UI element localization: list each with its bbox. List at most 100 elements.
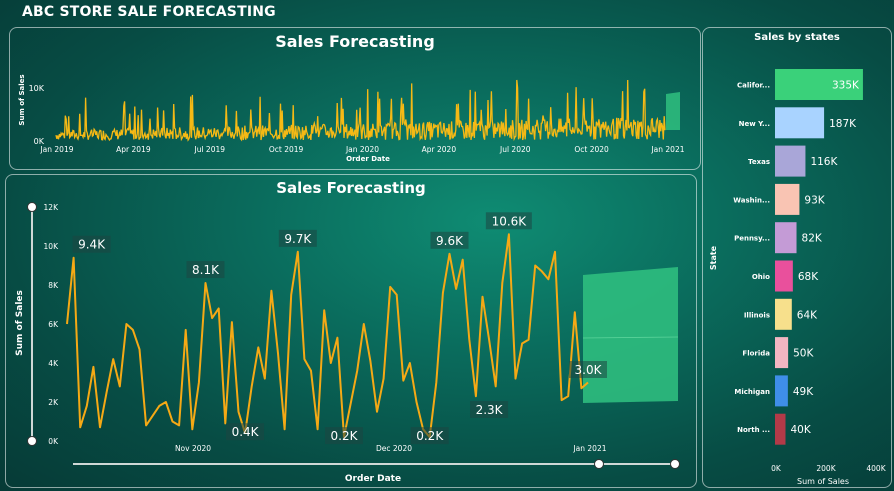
main-x-tick: Dec 2020 [376,444,412,453]
state-value-label: 49K [793,386,814,398]
data-label: 9.4K [78,238,106,252]
top-sales-line [55,79,666,142]
top-x-tick: Jan 2021 [650,145,684,154]
main-chart-panel: Sales Forecasting Sum of Sales 12K 10K 8K 6… [5,174,697,488]
y-range-slider-handle-bottom[interactable] [27,436,37,446]
state-x-tick: 0K [771,464,782,473]
data-label: 8.1K [192,263,220,277]
main-chart: Sum of Sales 12K 10K 8K 6K 4K 2K 0K Nov 2020 De… [15,202,680,484]
app-title: ABC STORE SALE FORECASTING [22,4,276,20]
state-x-ticks: 0K 200K 400K [771,464,887,473]
state-label: Texas [748,158,770,166]
top-x-tick: Apr 2019 [116,145,151,154]
state-value-label: 93K [804,194,825,206]
data-label-bg [470,401,509,418]
state-label: North ... [737,426,770,434]
forecast-line [582,336,679,339]
main-y-tick: 12K [44,203,60,212]
data-label-bg [410,427,449,445]
data-label: 2.3K [476,403,504,417]
state-bar[interactable] [775,107,825,139]
top-chart-title: Sales Forecasting [275,32,435,51]
state-bar[interactable] [775,375,788,407]
data-label-bg [72,235,111,253]
state-label: Califor... [737,82,770,90]
data-label: 0.2K [416,429,444,443]
top-forecast-area [666,92,680,130]
main-y-tick: 4K [48,359,59,368]
states-x-label: Sum of Sales [797,477,849,486]
state-bar[interactable] [775,69,863,100]
main-y-tick: 6K [48,320,59,329]
top-x-tick: Jul 2020 [499,145,531,154]
state-value-label: 82K [802,233,823,245]
main-y-tick: 10K [44,242,60,251]
top-x-ticks: Jan 2019 Apr 2019 Jul 2019 Oct 2019 Jan 2020… [39,145,684,154]
main-y-ticks: 12K 10K 8K 6K 4K 2K 0K [44,203,60,446]
data-label-bg [226,423,265,441]
main-y-tick: 8K [48,281,59,290]
state-value-label: 116K [810,156,838,168]
top-chart: Sum of Sales 10K 0K Jan 2019 Apr 2019 Jul … [18,74,685,163]
state-label: Michigan [734,388,770,396]
top-x-tick: Jul 2019 [193,145,225,154]
top-x-tick: Jan 2020 [345,145,379,154]
sales-line [66,233,589,439]
state-value-label: 187K [829,118,857,130]
states-chart: State Califor... 335K New Y... 187K Texas 116… [709,69,887,486]
top-y-tick: 10K [29,84,45,93]
main-x-label: Order Date [345,474,401,484]
main-y-tick: 2K [48,398,59,407]
data-label-bg [324,427,363,445]
main-x-tick: Nov 2020 [175,444,211,453]
main-x-tick: Jan 2021 [572,444,606,453]
state-bar[interactable] [775,145,806,177]
main-x-ticks: Nov 2020 Dec 2020 Jan 2021 [175,444,607,453]
state-bars: Califor... 335K New Y... 187K Texas 116K Washi… [733,69,863,445]
state-value-label: 64K [797,309,818,321]
data-label: 9.6K [436,234,464,248]
data-label: 0.4K [232,425,260,439]
data-label: 3.0K [575,363,603,377]
state-label: Washin... [733,196,770,204]
state-label: New Y... [739,120,770,128]
state-bar[interactable] [775,413,786,445]
x-range-slider-handle-right[interactable] [670,459,680,469]
data-label-bg [569,361,607,378]
state-x-tick: 400K [866,464,886,473]
state-x-tick: 200K [816,464,836,473]
top-y-label: Sum of Sales [18,74,26,125]
forecast-area [583,267,678,403]
y-range-slider-handle-top[interactable] [27,202,37,212]
main-y-tick: 0K [48,437,59,446]
state-bar[interactable] [775,260,793,292]
state-label: Illinois [744,311,770,319]
state-bar[interactable] [775,183,800,215]
top-x-label: Order Date [346,155,390,163]
state-bar[interactable] [775,222,797,254]
state-label: Florida [742,350,770,358]
top-x-tick: Jan 2019 [39,145,73,154]
data-label-bg [430,231,469,249]
states-chart-panel: Sales by states State Califor... 335K New … [702,27,892,488]
state-value-label: 335K [832,80,860,92]
data-label: 10.6K [492,214,528,228]
states-y-label: State [709,245,718,270]
states-chart-title: Sales by states [754,32,840,43]
state-value-label: 40K [791,424,812,436]
state-value-label: 50K [793,348,814,360]
main-chart-title: Sales Forecasting [276,179,426,197]
state-bar[interactable] [775,337,789,369]
data-label-bg [485,212,532,230]
x-range-slider-handle-left[interactable] [594,459,604,469]
state-label: Pennsy... [734,235,770,243]
top-x-tick: Oct 2019 [269,145,304,154]
top-y-tick: 0K [34,137,45,146]
data-label: 9.7K [284,232,312,246]
state-label: Ohio [752,273,770,281]
data-label-bg [278,229,317,247]
state-value-label: 68K [798,271,819,283]
top-x-tick: Oct 2020 [574,145,609,154]
state-bar[interactable] [775,298,792,330]
data-label-bg [186,261,225,279]
